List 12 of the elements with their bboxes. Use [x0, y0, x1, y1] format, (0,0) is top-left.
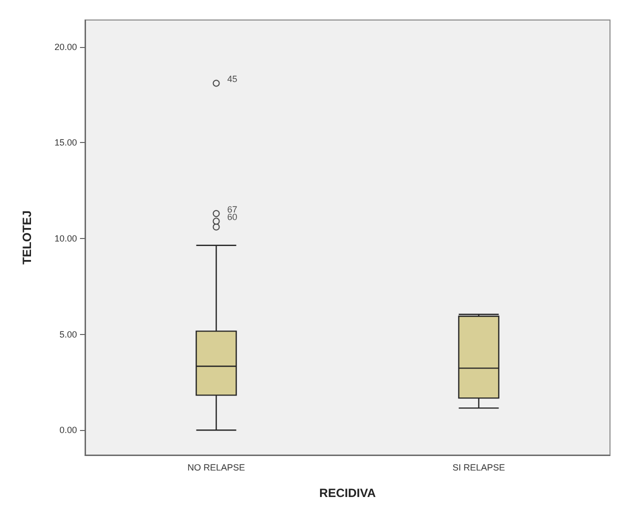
x-axis-title: RECIDIVA: [319, 486, 376, 500]
y-tick-label: 10.00: [54, 233, 77, 244]
y-axis-title: TELOTEJ: [20, 210, 34, 265]
x-tick-label: SI RELAPSE: [452, 462, 506, 472]
y-tick-label: 15.00: [54, 138, 77, 148]
annotation: 60: [227, 212, 238, 222]
y-tick-label: 5.00: [59, 329, 77, 340]
annotation: 67: [227, 204, 238, 215]
x-tick-label: NO RELAPSE: [187, 462, 246, 472]
annotation: 45: [227, 74, 238, 84]
y-tick-label: 0.00: [59, 425, 77, 436]
y-tick-label: 20.00: [54, 42, 77, 52]
